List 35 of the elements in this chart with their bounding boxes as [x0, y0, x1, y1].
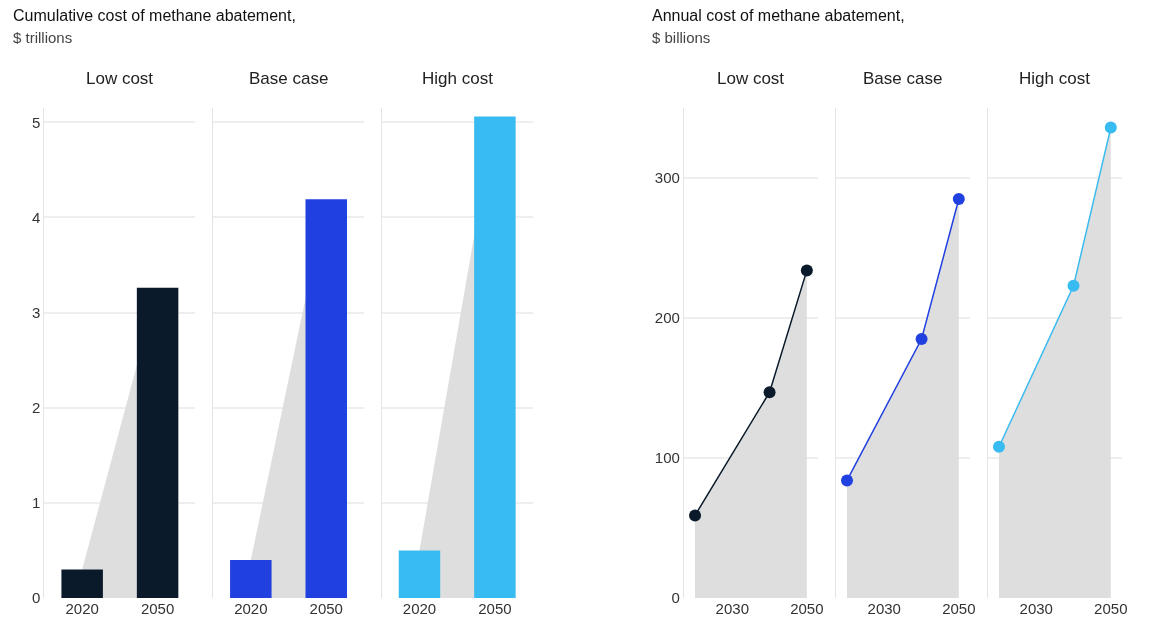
x-tick-label: 2020: [234, 600, 268, 617]
y-tick-label: 200: [654, 309, 680, 327]
x-tick-label: 2020: [65, 600, 99, 617]
y-tick-label: 0: [32, 589, 41, 607]
text: Base case: [863, 69, 943, 88]
y-tick-label: 300: [654, 169, 680, 187]
y-tick-label: 5: [32, 113, 41, 131]
point: [763, 386, 776, 399]
text: High cost: [1019, 69, 1091, 88]
text: Base case: [249, 69, 329, 88]
x-tick-label: 2050: [478, 600, 512, 617]
y-tick-label: 4: [32, 208, 41, 226]
x-tick-label: 2030: [867, 600, 901, 617]
text: Low cost: [86, 69, 154, 88]
point: [800, 264, 813, 277]
x-tick-label: 2020: [402, 600, 437, 617]
y-tick-label: 1: [32, 494, 41, 512]
x-tick-label: 2050: [942, 600, 976, 617]
y-tick-label: 100: [654, 449, 680, 467]
x-tick-label: 2050: [790, 600, 824, 617]
chart-subtitle: $ billions: [652, 29, 711, 46]
y-tick-label: 0: [671, 589, 680, 607]
y-tick-label: 2: [32, 398, 41, 416]
text: High cost: [422, 69, 494, 88]
point: [689, 509, 702, 522]
y-tick-label: 3: [32, 303, 41, 321]
x-tick-label: 2030: [1019, 600, 1053, 617]
x-tick-label: 2050: [309, 600, 343, 617]
chart-subtitle: $ trillions: [13, 29, 73, 46]
chart-title: Annual cost of methane abatement,: [652, 7, 905, 24]
chart-title: Cumulative cost of methane abatement,: [13, 7, 296, 24]
x-tick-label: 2050: [140, 600, 175, 617]
x-tick-label: 2050: [1094, 600, 1128, 617]
text: Low cost: [717, 69, 785, 88]
x-tick-label: 2030: [715, 600, 749, 617]
